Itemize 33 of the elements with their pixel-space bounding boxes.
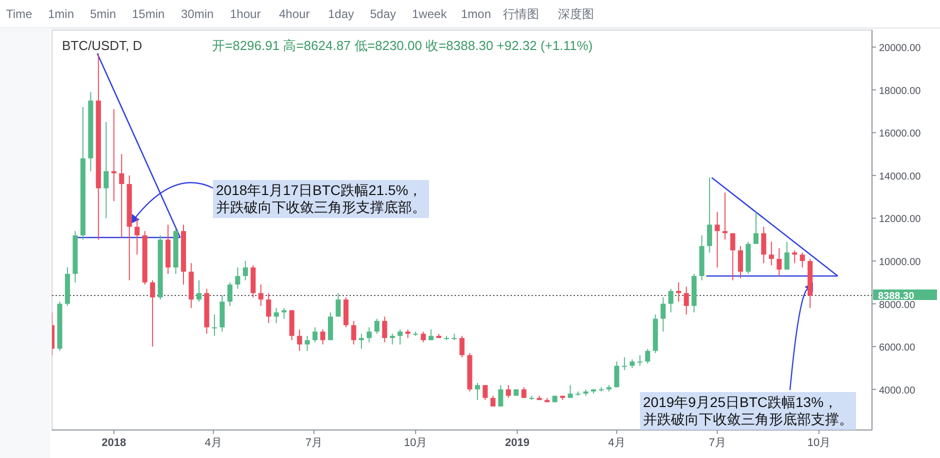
x-tick-label: 10月 xyxy=(404,437,428,449)
text: 4hour xyxy=(279,7,310,21)
text: 1min xyxy=(48,7,74,21)
text: 1mon xyxy=(461,7,492,21)
x-tick-label: 2019 xyxy=(505,437,530,449)
y-tick-label: 4000.00 xyxy=(879,385,916,396)
x-tick-label: 10月 xyxy=(807,437,831,449)
text: 5min xyxy=(90,7,116,21)
y-tick-label: 10000.00 xyxy=(879,257,922,268)
y-tick-label: 16000.00 xyxy=(879,128,922,140)
y-tick-label: 12000.00 xyxy=(879,214,922,226)
text: 1day xyxy=(328,7,354,21)
text: 5day xyxy=(370,7,396,21)
y-tick-label: 14000.00 xyxy=(879,171,922,182)
text: BTC/USDT, D xyxy=(62,38,142,53)
y-tick-label: 8000.00 xyxy=(879,300,916,311)
text: 15min xyxy=(132,7,165,21)
x-tick-label: 4月 xyxy=(204,437,222,449)
x-tick-label: 7月 xyxy=(305,437,322,449)
x-tick-label: 4月 xyxy=(608,437,626,449)
text: 1week xyxy=(412,7,448,21)
y-tick-label: 20000.00 xyxy=(879,43,922,54)
text: Time xyxy=(6,7,33,21)
text: 深度图 xyxy=(558,7,594,21)
x-tick-label: 7月 xyxy=(708,437,726,449)
text: 开=8296.91 高=8624.87 低=8230.00 收=8388.30 +92.32 (+1.11%) xyxy=(212,38,593,53)
text: 30min xyxy=(181,7,214,21)
text: 1hour xyxy=(230,7,261,21)
y-tick-label: 6000.00 xyxy=(879,342,916,354)
ref-line-label: 8388.30 xyxy=(878,290,915,302)
y-tick-label: 18000.00 xyxy=(879,86,922,97)
x-tick-label: 2018 xyxy=(102,437,126,449)
text: 行情图 xyxy=(503,7,539,21)
